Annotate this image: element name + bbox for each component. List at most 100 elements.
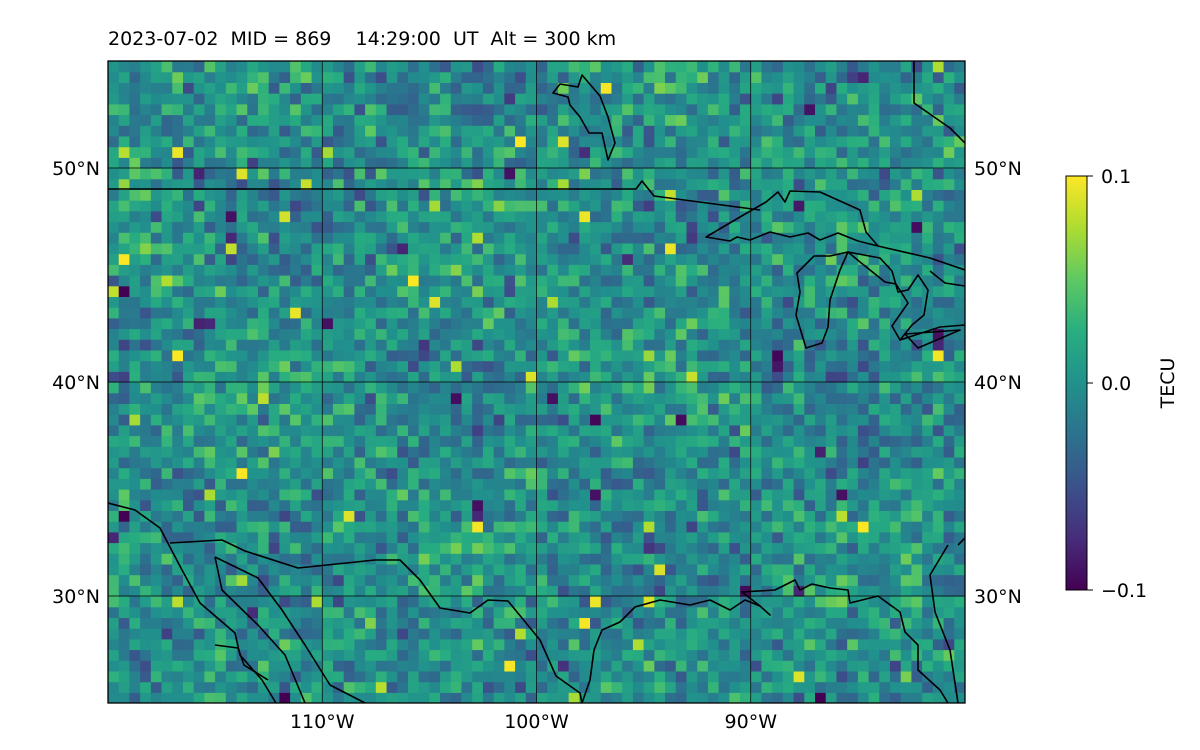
heatmap-cell — [354, 606, 366, 618]
heatmap-cell — [793, 489, 805, 501]
heatmap-cell — [622, 585, 634, 597]
heatmap-cell — [375, 125, 388, 137]
y-tick-label-right: 50°N — [974, 158, 1022, 180]
heatmap-cell — [236, 617, 248, 629]
heatmap-cell — [118, 382, 131, 394]
heatmap-cell — [108, 221, 120, 233]
heatmap-cell — [740, 499, 752, 511]
heatmap-cell — [954, 617, 965, 629]
heatmap-cell — [375, 296, 388, 308]
heatmap-cell — [343, 61, 355, 73]
heatmap-cell — [600, 670, 613, 683]
heatmap-cell — [750, 371, 763, 383]
heatmap-cell — [290, 382, 302, 394]
heatmap-cell — [332, 146, 345, 158]
heatmap-cell — [847, 264, 859, 276]
heatmap-cell — [557, 424, 570, 437]
heatmap-cell — [707, 467, 720, 479]
heatmap-cell — [868, 510, 880, 522]
heatmap-cell — [922, 125, 934, 137]
heatmap-cell — [900, 531, 913, 544]
heatmap-cell — [193, 232, 206, 244]
heatmap-cell — [847, 189, 859, 201]
heatmap-cell — [932, 200, 945, 212]
heatmap-cell — [632, 200, 645, 212]
heatmap-cell — [461, 478, 473, 490]
heatmap-cell — [879, 424, 891, 437]
heatmap-cell — [547, 510, 559, 522]
heatmap-cell — [429, 189, 441, 201]
heatmap-cell — [247, 435, 259, 447]
heatmap-cell — [900, 563, 913, 576]
heatmap-cell — [686, 435, 698, 447]
heatmap-cell — [815, 553, 827, 565]
heatmap-cell — [172, 296, 184, 308]
heatmap-cell — [515, 414, 527, 426]
heatmap-cell — [215, 446, 227, 458]
heatmap-cell — [515, 478, 527, 490]
heatmap-cell — [750, 61, 763, 73]
heatmap-cell — [150, 574, 163, 586]
heatmap-cell — [268, 135, 280, 148]
heatmap-cell — [622, 242, 634, 255]
heatmap-cell — [879, 371, 891, 383]
heatmap-cell — [815, 617, 827, 629]
heatmap-cell — [900, 574, 913, 586]
heatmap-cell — [643, 221, 655, 233]
heatmap-cell — [343, 606, 355, 618]
heatmap-cell — [482, 478, 495, 490]
heatmap-cell — [675, 499, 688, 511]
heatmap-cell — [825, 617, 838, 629]
heatmap-cell — [354, 242, 366, 255]
heatmap-cell — [407, 585, 420, 597]
heatmap-cell — [665, 264, 677, 276]
heatmap-cell — [900, 61, 913, 73]
heatmap-cell — [343, 360, 355, 372]
heatmap-cell — [407, 553, 420, 565]
heatmap-cell — [686, 446, 698, 458]
heatmap-cell — [825, 628, 838, 640]
heatmap-cell — [225, 692, 238, 703]
heatmap-cell — [204, 510, 216, 522]
y-tick-label-left: 30°N — [52, 586, 100, 608]
heatmap-cell — [868, 456, 880, 469]
heatmap-cell — [300, 692, 313, 703]
heatmap-cell — [579, 596, 591, 608]
heatmap-cell — [922, 435, 934, 447]
heatmap-cell — [900, 242, 913, 255]
heatmap-cell — [118, 628, 131, 640]
heatmap-cell — [600, 103, 613, 116]
heatmap-cell — [557, 146, 570, 158]
heatmap-cell — [761, 189, 773, 201]
heatmap-cell — [793, 585, 805, 597]
heatmap-cell — [397, 660, 409, 672]
heatmap-cell — [472, 349, 484, 362]
heatmap-cell — [793, 253, 805, 265]
heatmap-cell — [332, 125, 345, 137]
heatmap-cell — [493, 446, 505, 458]
heatmap-cell — [354, 371, 366, 383]
heatmap-cell — [879, 82, 891, 94]
heatmap-cell — [911, 649, 923, 661]
heatmap-cell — [707, 210, 720, 223]
heatmap-cell — [900, 596, 913, 608]
heatmap-cell — [600, 382, 613, 394]
heatmap-cell — [140, 82, 152, 94]
heatmap-cell — [707, 606, 720, 618]
heatmap-cell — [761, 125, 773, 137]
heatmap-cell — [515, 446, 527, 458]
heatmap-cell — [611, 692, 623, 703]
heatmap-cell — [193, 521, 206, 533]
heatmap-cell — [140, 125, 152, 137]
heatmap-cell — [750, 670, 763, 683]
heatmap-cell — [772, 563, 784, 576]
heatmap-cell — [386, 392, 398, 404]
heatmap-cell — [943, 275, 955, 287]
heatmap-cell — [954, 264, 965, 276]
heatmap-cell — [386, 403, 398, 415]
heatmap-cell — [150, 638, 163, 651]
heatmap-cell — [397, 317, 409, 330]
heatmap-cell — [643, 563, 655, 576]
heatmap-cell — [397, 563, 409, 576]
heatmap-cell — [472, 585, 484, 597]
